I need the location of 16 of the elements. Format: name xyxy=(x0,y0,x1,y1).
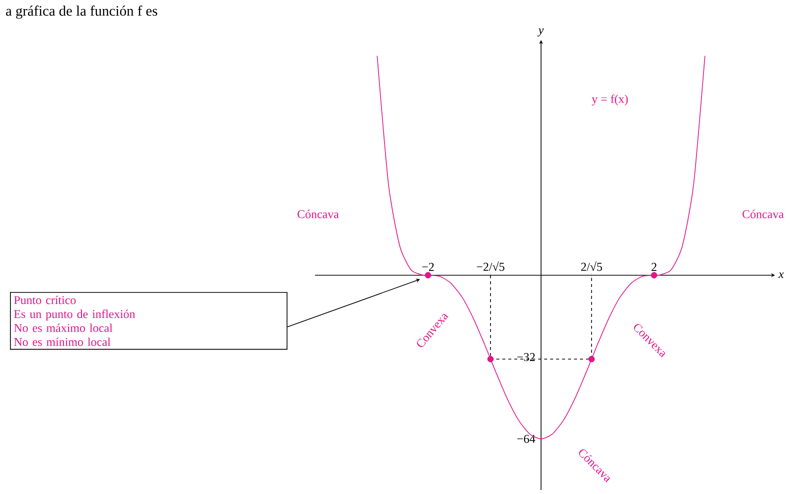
x-tick-label: −2/√5 xyxy=(476,261,504,271)
text: No es mínimo local xyxy=(14,338,110,346)
text: a gráfica de la función f es xyxy=(6,6,158,19)
y-tick-label: −32 xyxy=(517,353,535,362)
annotation: Cóncava xyxy=(742,210,784,218)
text: Punto crítico xyxy=(14,296,76,304)
text: No es máximo local xyxy=(14,324,112,332)
text: Es un punto de inflexión xyxy=(14,310,136,321)
x-tick-label: −2 xyxy=(422,262,434,271)
annotation: y = f(x) xyxy=(592,94,628,106)
x-tick-label: 2 xyxy=(652,262,656,271)
annotation: Cóncava xyxy=(298,210,339,218)
y-tick-label: −64 xyxy=(517,434,536,443)
x-axis-title: x xyxy=(778,272,784,278)
y-axis-title: y xyxy=(537,28,544,36)
x-tick-label: 2/√5 xyxy=(581,261,602,271)
